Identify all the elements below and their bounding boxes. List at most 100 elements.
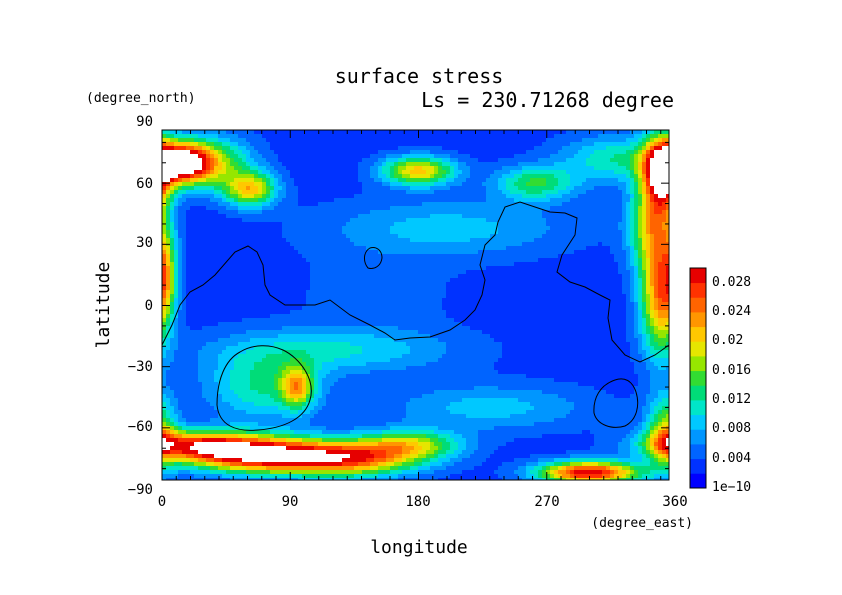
field-cell <box>290 406 295 411</box>
field-cell <box>234 362 239 367</box>
field-cell <box>382 138 387 143</box>
field-cell <box>238 158 243 163</box>
field-cell <box>194 358 199 363</box>
field-cell <box>334 222 339 227</box>
field-cell <box>166 334 171 339</box>
field-cell <box>194 218 199 223</box>
field-cell <box>218 178 223 183</box>
field-cell <box>286 242 291 247</box>
field-cell <box>310 270 315 275</box>
field-cell <box>294 294 299 299</box>
field-cell <box>210 166 215 171</box>
field-cell <box>302 430 307 435</box>
field-cell <box>286 358 291 363</box>
field-cell <box>306 470 311 475</box>
field-cell <box>182 470 187 475</box>
field-cell <box>250 394 255 399</box>
field-cell <box>322 154 327 159</box>
field-cell <box>166 438 171 443</box>
field-cell <box>222 226 227 231</box>
field-cell <box>358 294 363 299</box>
field-cell <box>374 302 379 307</box>
field-cell <box>194 378 199 383</box>
field-cell <box>342 290 347 295</box>
field-cell <box>170 210 175 215</box>
field-cell <box>314 462 319 467</box>
field-cell <box>338 282 343 287</box>
field-cell <box>326 310 331 315</box>
field-cell <box>362 190 367 195</box>
y-axis-label: latitude <box>93 262 114 349</box>
field-cell <box>262 158 267 163</box>
field-cell <box>274 446 279 451</box>
field-cell <box>170 370 175 375</box>
field-cell <box>302 362 307 367</box>
field-cell <box>322 190 327 195</box>
field-cell <box>334 282 339 287</box>
field-cell <box>374 206 379 211</box>
field-cell <box>290 478 295 480</box>
field-cell <box>270 410 275 415</box>
field-cell <box>254 222 259 227</box>
field-cell <box>238 250 243 255</box>
field-cell <box>306 422 311 427</box>
field-cell <box>362 410 367 415</box>
field-cell <box>202 358 207 363</box>
field-cell <box>306 210 311 215</box>
field-cell <box>178 406 183 411</box>
field-cell <box>222 386 227 391</box>
field-cell <box>258 290 263 295</box>
field-cell <box>242 378 247 383</box>
field-cell <box>266 190 271 195</box>
field-cell <box>382 182 387 187</box>
field-cell <box>310 278 315 283</box>
field-cell <box>346 466 351 471</box>
field-cell <box>174 410 179 415</box>
field-cell <box>162 142 167 147</box>
field-cell <box>366 446 371 451</box>
field-cell <box>278 478 283 480</box>
field-cell <box>238 314 243 319</box>
field-cell <box>370 362 375 367</box>
field-cell <box>374 466 379 471</box>
field-cell <box>330 242 335 247</box>
field-cell <box>226 354 231 359</box>
field-cell <box>354 438 359 443</box>
field-cell <box>226 426 231 431</box>
field-cell <box>246 246 251 251</box>
field-cell <box>386 306 391 311</box>
field-cell <box>370 458 375 463</box>
field-cell <box>202 330 207 335</box>
field-cell <box>218 238 223 243</box>
field-cell <box>318 214 323 219</box>
field-cell <box>314 238 319 243</box>
field-cell <box>170 366 175 371</box>
field-cell <box>214 370 219 375</box>
field-cell <box>354 174 359 179</box>
field-cell <box>198 210 203 215</box>
field-cell <box>270 366 275 371</box>
field-cell <box>198 434 203 439</box>
field-cell <box>274 398 279 403</box>
field-cell <box>290 334 295 339</box>
field-cell <box>266 366 271 371</box>
field-cell <box>314 414 319 419</box>
field-cell <box>314 266 319 271</box>
field-cell <box>162 134 167 139</box>
field-cell <box>298 418 303 423</box>
field-cell <box>318 142 323 147</box>
field-cell <box>306 382 311 387</box>
field-cell <box>186 306 191 311</box>
field-cell <box>190 278 195 283</box>
field-cell <box>274 202 279 207</box>
field-cell <box>198 130 203 135</box>
field-cell <box>190 138 195 143</box>
field-cell <box>234 378 239 383</box>
field-cell <box>234 190 239 195</box>
field-cell <box>162 130 167 135</box>
field-cell <box>186 194 191 199</box>
field-cell <box>258 458 263 463</box>
field-cell <box>318 426 323 431</box>
field-cell <box>238 238 243 243</box>
field-cell <box>174 358 179 363</box>
